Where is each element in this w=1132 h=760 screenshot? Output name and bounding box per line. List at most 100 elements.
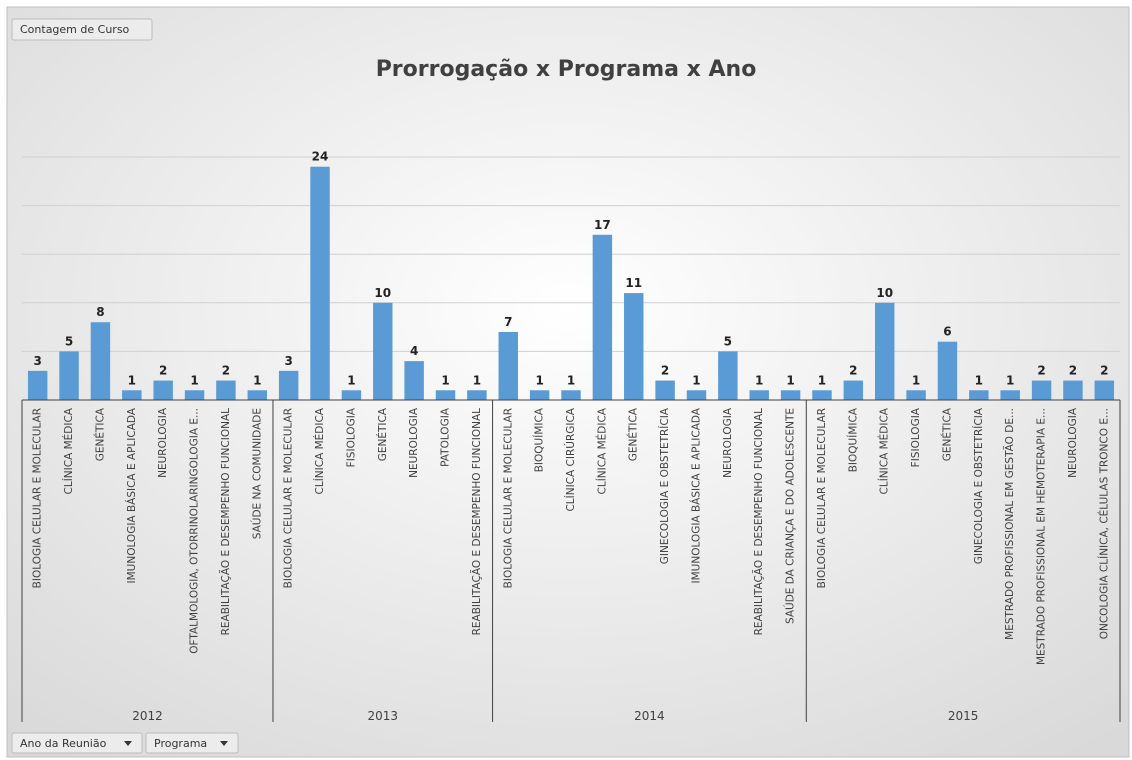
x-tick-label: GINECOLOGIA E OBSTETRÍCIA — [658, 407, 671, 564]
field-button[interactable] — [11, 18, 153, 41]
data-label: 11 — [625, 276, 642, 290]
bar — [592, 234, 613, 400]
bar — [498, 331, 518, 400]
x-tick-label: REABILITAÇÃO E DESEMPENHO FUNCIONAL — [470, 408, 483, 636]
bar — [624, 293, 644, 400]
data-label: 4 — [410, 344, 418, 358]
x-tick-label: IMUNOLOGIA BÁSICA E APLICADA — [125, 407, 138, 583]
bar — [278, 370, 299, 400]
field-button-label[interactable]: Contagem de Curso — [20, 23, 130, 36]
x-tick-label: NEUROLOGIA — [1067, 407, 1079, 478]
data-label: 2 — [1037, 364, 1045, 378]
x-tick-label: SAÚDE NA COMUNIDADE — [250, 408, 263, 539]
x-tick-label: OFTALMOLOGIA, OTORRINOLARINGOLOGIA E... — [189, 408, 201, 654]
bar — [843, 380, 864, 400]
data-label: 1 — [818, 373, 826, 387]
bar — [749, 390, 769, 400]
bar — [686, 390, 707, 400]
data-label: 1 — [441, 373, 449, 387]
bar — [969, 390, 989, 400]
x-tick-label: BIOQUÍMICA — [533, 407, 546, 472]
x-tick-label: MESTRADO PROFISSIONAL EM GESTÃO DE... — [1003, 408, 1016, 640]
data-label: 2 — [159, 364, 167, 378]
x-tick-label: NEUROLOGIA — [722, 407, 734, 478]
data-label: 2 — [1100, 364, 1108, 378]
x-tick-label: GENÉTICA — [940, 407, 953, 461]
x-tick-label: GENÉTICA — [93, 407, 106, 461]
data-label: 10 — [374, 286, 391, 300]
data-label: 6 — [943, 325, 951, 339]
data-label: 3 — [34, 354, 42, 368]
bar — [467, 390, 487, 400]
bar — [1063, 380, 1083, 400]
bar — [655, 380, 675, 400]
x-tick-label: CLÍNICA CIRÚRGICA — [564, 407, 577, 511]
data-label: 10 — [876, 286, 893, 300]
bar — [937, 341, 958, 400]
data-label: 1 — [473, 373, 481, 387]
data-label: 1 — [975, 373, 983, 387]
data-label: 1 — [253, 373, 261, 387]
dropdown-arrow[interactable] — [220, 741, 228, 746]
data-label: 1 — [347, 373, 355, 387]
x-tick-label: NEUROLOGIA — [408, 407, 420, 478]
data-label: 1 — [190, 373, 198, 387]
data-label: 1 — [912, 373, 920, 387]
bar — [906, 390, 926, 400]
x-tick-label: CLÍNICA MÉDICA — [62, 407, 75, 494]
bar — [27, 370, 48, 400]
bar — [310, 166, 330, 400]
x-tick-label: REABILITAÇÃO E DESEMPENHO FUNCIONAL — [219, 408, 232, 636]
axis-button[interactable] — [145, 732, 239, 754]
data-label: 3 — [284, 354, 292, 368]
bar — [404, 361, 424, 400]
group-label: 2015 — [948, 709, 979, 723]
x-tick-label: BIOLOGIA CELULAR E MOLECULAR — [816, 408, 828, 588]
bar — [874, 302, 895, 400]
bar — [122, 390, 142, 400]
x-tick-label: MESTRADO PROFISSIONAL EM HEMOTERAPIA E..… — [1036, 408, 1048, 665]
x-tick-label: CLÍNICA MÉDICA — [878, 407, 891, 494]
data-label: 1 — [1006, 373, 1014, 387]
bar — [435, 390, 456, 400]
bar — [153, 380, 173, 400]
group-label: 2013 — [367, 709, 398, 723]
x-tick-label: SAÚDE DA CRIANÇA E DO ADOLESCENTE — [784, 408, 797, 624]
x-tick-label: ONCOLOGIA CLÍNICA, CÉLULAS TRONCO E... — [1097, 408, 1110, 639]
axis-button-label[interactable]: Ano da Reunião — [20, 737, 107, 750]
group-label: 2012 — [132, 709, 163, 723]
data-label: 1 — [567, 373, 575, 387]
bar — [718, 351, 738, 400]
data-label: 5 — [724, 334, 732, 348]
x-tick-label: GENÉTICA — [627, 407, 640, 461]
data-label: 5 — [65, 334, 73, 348]
bar — [529, 390, 550, 400]
x-tick-label: IMUNOLOGIA BÁSICA E APLICADA — [689, 407, 702, 583]
data-label: 1 — [755, 373, 763, 387]
x-tick-label: CLÍNICA MÉDICA — [313, 407, 326, 494]
dropdown-arrow[interactable] — [124, 741, 132, 746]
data-label: 1 — [692, 373, 700, 387]
bar — [1031, 380, 1052, 400]
data-label: 2 — [661, 364, 669, 378]
bar — [59, 351, 79, 400]
axis-button[interactable] — [11, 732, 143, 754]
x-tick-label: FISIOLOGIA — [345, 407, 357, 467]
data-label: 8 — [96, 305, 104, 319]
x-tick-label: REABILITAÇÃO E DESEMPENHO FUNCIONAL — [752, 408, 765, 636]
data-label: 24 — [312, 150, 329, 164]
x-tick-label: NEUROLOGIA — [157, 407, 169, 478]
axis-button-label[interactable]: Programa — [154, 737, 207, 750]
x-tick-label: BIOLOGIA CELULAR E MOLECULAR — [32, 408, 44, 588]
x-tick-label: FISIOLOGIA — [910, 407, 922, 467]
x-tick-label: PATOLOGIA — [440, 407, 452, 467]
data-label: 7 — [504, 315, 512, 329]
bar — [812, 390, 832, 400]
data-label: 1 — [786, 373, 794, 387]
data-label: 17 — [594, 218, 611, 232]
bar — [561, 390, 581, 400]
data-label: 2 — [1069, 364, 1077, 378]
data-label: 2 — [849, 364, 857, 378]
x-tick-label: GENÉTICA — [376, 407, 389, 461]
chart-title: Prorrogação x Programa x Ano — [376, 57, 757, 82]
